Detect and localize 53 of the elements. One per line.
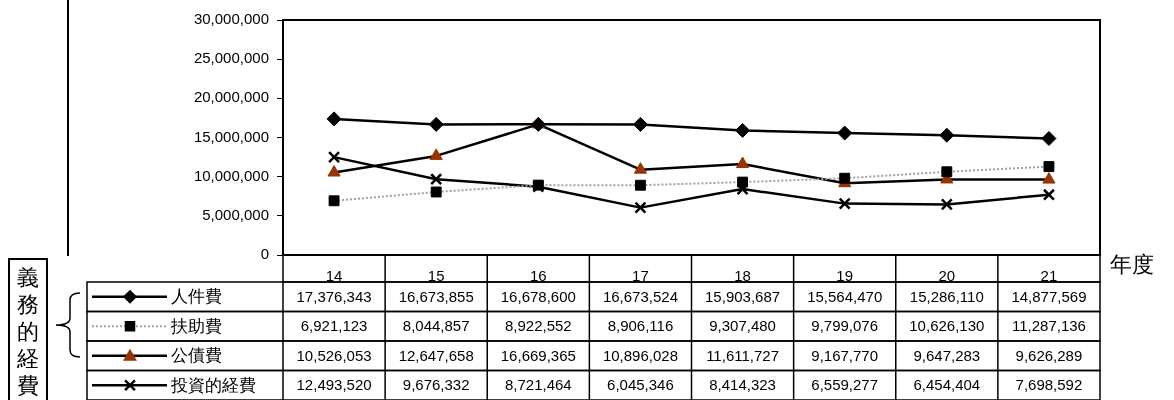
- data-label: 6,559,277: [811, 376, 879, 394]
- data-label: 15,564,470: [807, 287, 883, 305]
- data-label: 17,376,343: [296, 287, 372, 305]
- y-tick-label: 5,000,000: [202, 205, 269, 223]
- data-label: 15,286,110: [909, 287, 984, 305]
- data-label: 8,044,857: [402, 317, 470, 335]
- x-tick-label: 15: [427, 267, 445, 285]
- legend-label: 投資的経費: [170, 374, 256, 395]
- data-label: 6,921,123: [300, 317, 368, 335]
- data-label: 6,045,346: [607, 376, 674, 394]
- data-label: 11,611,727: [706, 346, 779, 364]
- y-tick-label: 30,000,000: [193, 10, 269, 28]
- data-label: 10,526,053: [296, 346, 372, 364]
- data-label: 6,454,404: [913, 376, 981, 394]
- x-tick-label: 18: [734, 267, 751, 285]
- x-tick-label: 16: [529, 267, 547, 285]
- data-label: 10,896,028: [602, 346, 678, 364]
- y-tick-label: 15,000,000: [193, 127, 269, 145]
- y-tick-label: 0: [260, 245, 269, 263]
- legend-label: 扶助費: [170, 315, 222, 336]
- data-label: 8,922,552: [504, 317, 572, 335]
- data-label: 7,698,592: [1015, 376, 1083, 394]
- x-tick-label: 21: [1040, 267, 1058, 285]
- text: 義務的経費: [17, 264, 39, 399]
- x-tick-label: 14: [325, 267, 343, 285]
- x-tick-label: 20: [938, 267, 956, 285]
- data-label: 12,493,520: [296, 376, 372, 394]
- x-tick-label: 17: [632, 267, 649, 285]
- data-label: 9,626,289: [1015, 346, 1083, 364]
- data-label: 9,167,770: [811, 346, 879, 364]
- y-tick-label: 25,000,000: [193, 49, 269, 67]
- data-label: 14,877,569: [1011, 287, 1087, 305]
- data-label: 9,647,283: [913, 346, 981, 364]
- y-tick-label: 20,000,000: [193, 88, 269, 106]
- data-label: 9,799,076: [811, 317, 879, 335]
- data-label: 8,721,464: [504, 376, 572, 394]
- data-label: 9,676,332: [402, 376, 470, 394]
- data-label: 16,673,524: [602, 287, 678, 305]
- data-label: 15,903,687: [705, 287, 781, 305]
- data-label: 16,678,600: [500, 287, 576, 305]
- x-axis-title: 年度: [1110, 251, 1154, 279]
- data-label: 10,626,130: [909, 317, 985, 335]
- data-label: 16,669,365: [500, 346, 576, 364]
- y-tick-label: 10,000,000: [193, 166, 269, 184]
- data-label: 8,414,323: [709, 376, 776, 394]
- data-label: 9,307,480: [709, 317, 776, 335]
- legend-label: 人件費: [171, 286, 222, 307]
- data-label: 16,673,855: [398, 287, 474, 305]
- data-label: 11,287,136: [1011, 317, 1086, 335]
- x-tick-label: 19: [836, 267, 854, 285]
- data-label: 12,647,658: [398, 346, 474, 364]
- data-label: 8,906,116: [607, 317, 674, 335]
- legend-label: 公債費: [171, 345, 222, 366]
